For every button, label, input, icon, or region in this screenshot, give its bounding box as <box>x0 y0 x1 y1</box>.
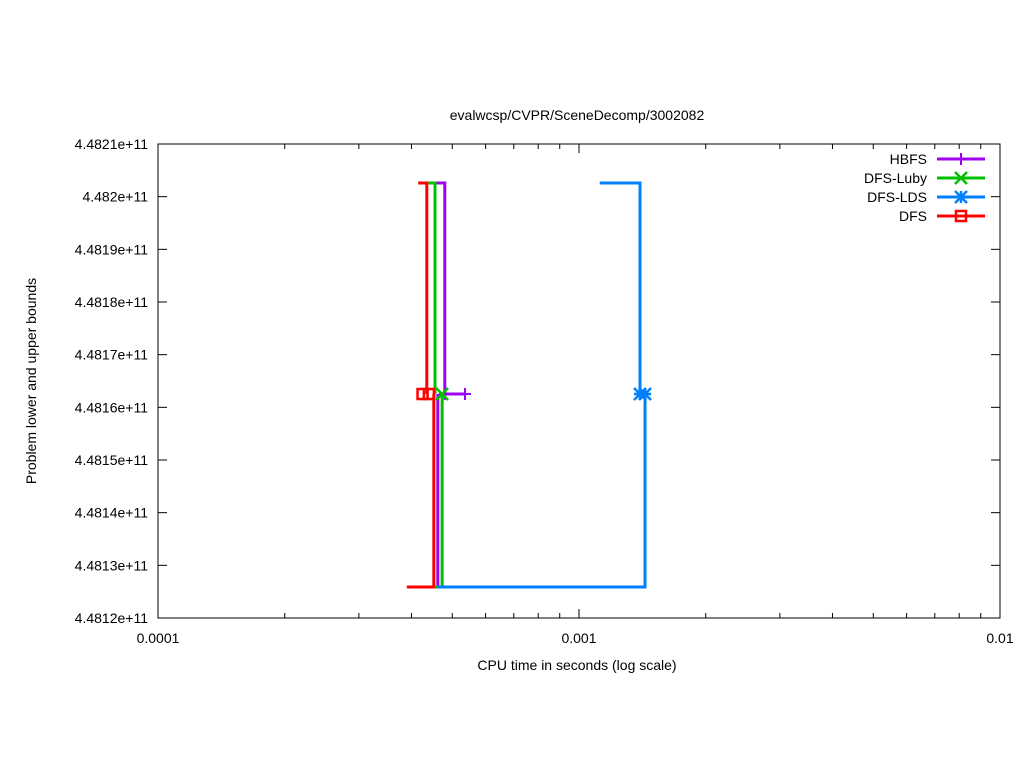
y-tick-label: 4.4812e+11 <box>75 610 149 626</box>
y-tick-label: 4.4814e+11 <box>75 505 149 521</box>
series-hbfs <box>433 181 471 589</box>
y-tick-label: 4.4817e+11 <box>75 347 149 363</box>
cross-marker <box>435 387 450 401</box>
x-axis-label: CPU time in seconds (log scale) <box>477 657 676 673</box>
y-tick-label: 4.4819e+11 <box>75 241 149 257</box>
x-tick-label: 0.001 <box>561 630 596 646</box>
lower-bound-line <box>406 394 436 589</box>
y-tick-label: 4.4816e+11 <box>75 399 149 415</box>
chart-title: evalwcsp/CVPR/SceneDecomp/3002082 <box>450 107 705 123</box>
cross-marker <box>954 171 968 185</box>
upper-bound-line <box>418 181 429 395</box>
upper-bound-line <box>599 181 642 395</box>
y-tick-label: 4.4813e+11 <box>75 557 149 573</box>
series-dfs <box>406 181 436 589</box>
star-marker <box>638 387 652 401</box>
plot-frame <box>157 143 1001 619</box>
x-tick-label: 0.01 <box>986 630 1013 646</box>
lower-bound-line <box>437 394 647 589</box>
square-marker <box>422 387 436 401</box>
x-tick-label: 0.0001 <box>137 630 180 646</box>
legend: HBFS DFS-Luby DFS-LDS DFS <box>864 151 985 224</box>
legend-label: DFS-Luby <box>864 170 927 186</box>
plus-marker <box>955 153 967 165</box>
legend-label: HBFS <box>890 151 927 167</box>
y-tick-label: 4.4815e+11 <box>75 452 149 468</box>
upper-bound-line <box>426 181 437 395</box>
upper-bound-line <box>435 181 465 396</box>
y-tick-label: 4.4818e+11 <box>75 294 149 310</box>
star-marker <box>954 190 968 204</box>
series-layer <box>406 181 652 589</box>
square-marker <box>416 387 429 401</box>
y-axis-label: Problem lower and upper bounds <box>23 278 39 484</box>
axes: 4.4812e+11 4.4813e+11 4.4814e+11 4.4815e+11… <box>75 136 1014 646</box>
plus-marker <box>458 388 471 401</box>
legend-label: DFS <box>899 208 927 224</box>
y-tick-label: 4.4821e+11 <box>75 136 149 152</box>
legend-label: DFS-LDS <box>867 189 927 205</box>
y-tick-label: 4.482e+11 <box>82 189 148 205</box>
square-marker <box>954 209 968 223</box>
series-dfs-lds <box>437 181 652 589</box>
